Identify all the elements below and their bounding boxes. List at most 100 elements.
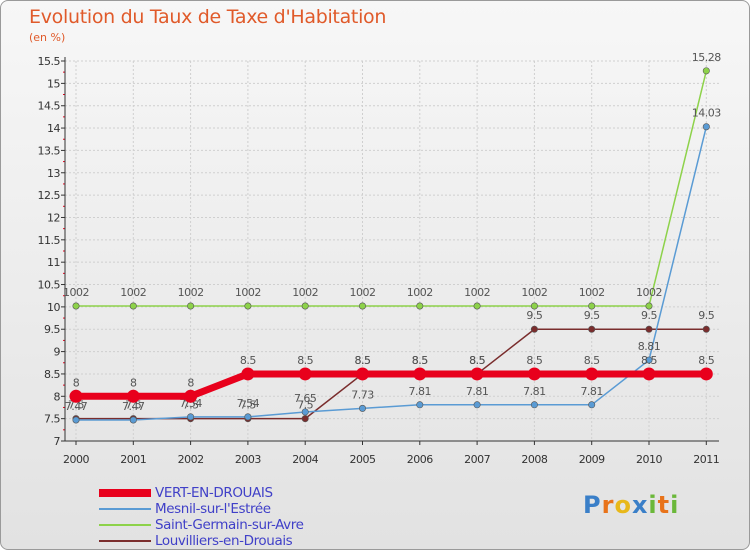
data-label-mesnil-sur-l-estr-e: 7.81 — [523, 385, 546, 398]
data-point-vert-en-drouais — [69, 389, 83, 403]
proxiti-logo: Proxiti — [583, 491, 679, 519]
data-point-vert-en-drouais — [126, 389, 140, 403]
data-point-mesnil-sur-l-estr-e — [358, 404, 366, 412]
legend-label: Saint-Germain-sur-Avre — [155, 517, 304, 533]
data-label-saint-germain-sur-avre: 15.28 — [692, 51, 721, 64]
data-point-saint-germain-sur-avre — [244, 302, 252, 310]
data-label-mesnil-sur-l-estr-e: 7.54 — [179, 397, 202, 410]
y-tick-label: 13 — [47, 167, 60, 180]
data-point-vert-en-drouais — [298, 367, 312, 381]
data-label-mesnil-sur-l-estr-e: 7.81 — [466, 385, 489, 398]
legend-swatch — [99, 508, 151, 510]
data-point-mesnil-sur-l-estr-e — [645, 356, 653, 364]
data-label-vert-en-drouais: 8.5 — [412, 354, 428, 367]
data-label-saint-germain-sur-avre: 1002 — [120, 286, 146, 299]
x-tick-label: 2010 — [636, 453, 662, 466]
data-label-vert-en-drouais: 8.5 — [641, 354, 657, 367]
data-label-saint-germain-sur-avre: 1002 — [407, 286, 433, 299]
data-label-saint-germain-sur-avre: 1002 — [350, 286, 376, 299]
y-tick-label: 8 — [54, 390, 61, 403]
chart-title: Evolution du Taux de Taxe d'Habitation — [29, 6, 387, 28]
data-point-saint-germain-sur-avre — [702, 67, 710, 75]
x-tick-label: 2001 — [120, 453, 146, 466]
data-label-mesnil-sur-l-estr-e: 7.47 — [65, 400, 88, 413]
data-point-saint-germain-sur-avre — [358, 302, 366, 310]
data-label-mesnil-sur-l-estr-e: 14.03 — [692, 107, 721, 120]
logo-letter: i — [648, 491, 658, 519]
data-label-saint-germain-sur-avre: 1002 — [235, 286, 261, 299]
data-label-mesnil-sur-l-estr-e: 7.81 — [580, 385, 603, 398]
data-label-mesnil-sur-l-estr-e: 8.81 — [638, 340, 661, 353]
y-tick-label: 7 — [54, 435, 61, 448]
data-point-mesnil-sur-l-estr-e — [129, 416, 137, 424]
data-label-louvilliers-en-drouais: 7.5 — [125, 399, 141, 412]
data-label-louvilliers-en-drouais: 9.5 — [526, 309, 542, 322]
data-label-vert-en-drouais: 8.5 — [469, 354, 485, 367]
y-tick-label: 10 — [47, 301, 60, 314]
data-point-saint-germain-sur-avre — [530, 302, 538, 310]
data-point-saint-germain-sur-avre — [72, 302, 80, 310]
legend-item: Louvilliers-en-Drouais — [99, 533, 304, 549]
data-point-louvilliers-en-drouais — [588, 325, 596, 333]
legend-swatch — [99, 524, 151, 526]
data-label-saint-germain-sur-avre: 1002 — [464, 286, 490, 299]
data-label-saint-germain-sur-avre: 1002 — [579, 286, 605, 299]
data-point-vert-en-drouais — [699, 367, 713, 381]
data-label-vert-en-drouais: 8.5 — [355, 354, 371, 367]
y-tick-label: 15.5 — [38, 55, 61, 68]
data-point-vert-en-drouais — [241, 367, 255, 381]
data-point-louvilliers-en-drouais — [645, 325, 653, 333]
data-point-louvilliers-en-drouais — [702, 325, 710, 333]
data-point-saint-germain-sur-avre — [473, 302, 481, 310]
data-label-saint-germain-sur-avre: 1002 — [63, 286, 89, 299]
data-point-mesnil-sur-l-estr-e — [530, 401, 538, 409]
y-tick-label: 14 — [47, 122, 60, 135]
data-label-louvilliers-en-drouais: 7.5 — [183, 399, 199, 412]
data-label-louvilliers-en-drouais: 9.5 — [641, 309, 657, 322]
y-tick-label: 10.5 — [38, 279, 61, 292]
data-label-louvilliers-en-drouais: 7.5 — [297, 399, 313, 412]
data-point-mesnil-sur-l-estr-e — [301, 408, 309, 416]
chart-legend: VERT-EN-DROUAIS Mesnil-sur-l'Estrée Saint-… — [99, 485, 304, 549]
data-point-vert-en-drouais — [356, 367, 369, 381]
data-label-louvilliers-en-drouais: 9.5 — [584, 309, 600, 322]
data-point-saint-germain-sur-avre — [129, 302, 137, 310]
legend-label: Louvilliers-en-Drouais — [155, 533, 293, 549]
data-label-vert-en-drouais: 8 — [130, 376, 137, 389]
legend-swatch — [99, 540, 151, 542]
legend-label: Mesnil-sur-l'Estrée — [155, 501, 271, 517]
data-point-vert-en-drouais — [413, 367, 427, 381]
logo-letter: r — [601, 491, 615, 519]
data-point-mesnil-sur-l-estr-e — [244, 413, 252, 421]
data-label-vert-en-drouais: 8.5 — [526, 354, 542, 367]
legend-item: Mesnil-sur-l'Estrée — [99, 501, 304, 517]
y-tick-label: 12.5 — [38, 189, 61, 202]
logo-letter: o — [614, 491, 632, 519]
series-line-vert-en-drouais — [76, 370, 707, 400]
legend-label: VERT-EN-DROUAIS — [155, 485, 273, 501]
data-label-vert-en-drouais: 8 — [187, 376, 194, 389]
data-label-louvilliers-en-drouais: 8.5 — [469, 354, 485, 367]
data-point-saint-germain-sur-avre — [301, 302, 309, 310]
data-point-vert-en-drouais — [642, 367, 656, 381]
y-tick-label: 14.5 — [38, 100, 61, 113]
data-point-louvilliers-en-drouais — [301, 415, 309, 423]
data-point-mesnil-sur-l-estr-e — [416, 401, 424, 409]
data-point-saint-germain-sur-avre — [645, 302, 653, 310]
data-label-mesnil-sur-l-estr-e: 7.54 — [237, 397, 260, 410]
legend-item: Saint-Germain-sur-Avre — [99, 517, 304, 533]
x-tick-label: 2002 — [178, 453, 204, 466]
x-tick-label: 2007 — [464, 453, 490, 466]
data-label-louvilliers-en-drouais: 7.5 — [68, 399, 84, 412]
chart-subtitle: (en %) — [29, 31, 66, 44]
x-tick-label: 2003 — [235, 453, 261, 466]
data-point-mesnil-sur-l-estr-e — [72, 416, 80, 424]
data-label-louvilliers-en-drouais: 7.5 — [240, 399, 256, 412]
data-point-mesnil-sur-l-estr-e — [473, 401, 481, 409]
data-point-louvilliers-en-drouais — [530, 325, 538, 333]
y-tick-label: 9.5 — [44, 323, 60, 336]
y-tick-label: 13.5 — [38, 144, 61, 157]
data-point-vert-en-drouais — [527, 367, 541, 381]
